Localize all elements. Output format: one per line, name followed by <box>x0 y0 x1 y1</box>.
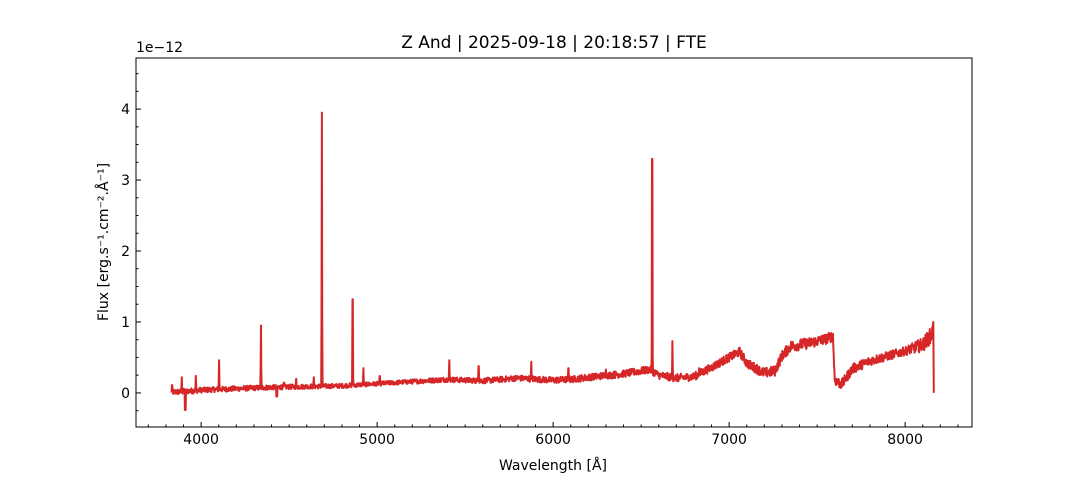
y-tick-label: 0 <box>121 386 130 402</box>
x-tick-label: 6000 <box>535 432 571 448</box>
x-tick-label: 4000 <box>183 432 219 448</box>
chart-title: Z And | 2025-09-18 | 20:18:57 | FTE <box>401 33 707 53</box>
plot-frame <box>135 57 973 428</box>
x-axis-label: Wavelength [Å] <box>499 457 607 474</box>
spectrum-series-line <box>170 111 935 411</box>
y-axis-label: Flux [erg.s⁻¹.cm⁻².Å⁻¹] <box>95 163 112 321</box>
y-offset-label: 1e−12 <box>136 40 183 56</box>
y-axis: 0 1 2 3 4 <box>121 73 141 412</box>
x-tick-label: 8000 <box>887 432 923 448</box>
y-tick-label: 4 <box>121 102 130 118</box>
x-tick-label: 7000 <box>711 432 747 448</box>
x-tick-label: 5000 <box>359 432 395 448</box>
y-tick-label: 3 <box>121 173 130 189</box>
y-tick-label: 1 <box>121 315 130 331</box>
x-axis: 4000 5000 6000 7000 8000 <box>147 422 959 448</box>
y-tick-label: 2 <box>121 244 130 260</box>
